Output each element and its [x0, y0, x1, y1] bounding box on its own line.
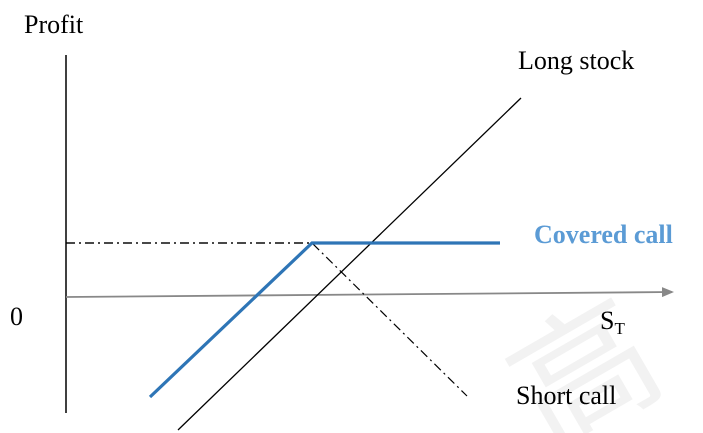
- covered-call-line: [148, 241, 500, 399]
- long-stock-label: Long stock: [518, 46, 635, 75]
- price-axis: [65, 287, 674, 298]
- price-axis-label: ST: [600, 306, 625, 338]
- covered-call-label: Covered call: [534, 220, 673, 249]
- short-call-label: Short call: [516, 381, 617, 410]
- price-axis-label-subscript: T: [614, 319, 625, 338]
- short-call-line: [66, 242, 468, 397]
- origin-label: 0: [10, 302, 23, 331]
- profit-axis-label: Profit: [24, 10, 84, 39]
- price-axis-label-main: S: [600, 306, 615, 335]
- long-stock-line: [177, 97, 522, 431]
